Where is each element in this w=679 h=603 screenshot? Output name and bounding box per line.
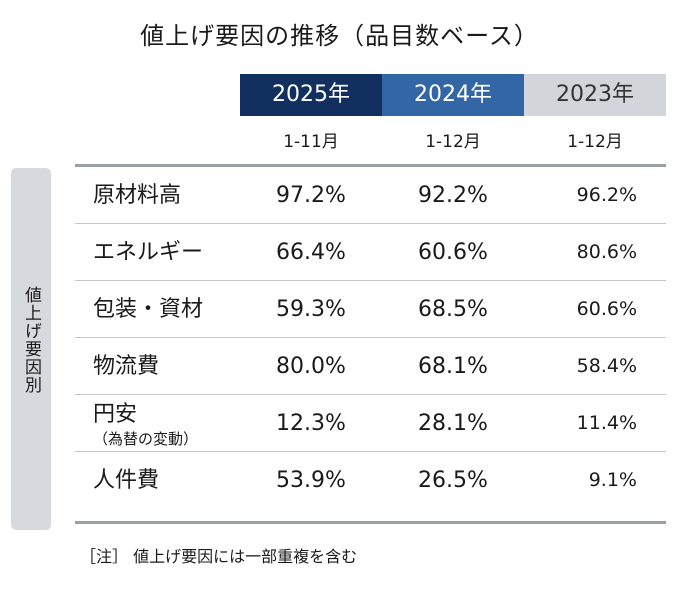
row-label-text: 包装・資材 [93,297,204,322]
year-header-2023: 2023年 [524,74,666,116]
row-label-text: 人件費 [93,468,160,493]
value-cell: 28.1% [418,411,488,436]
table-bottom-rule [75,521,666,524]
period-label-2024: 1-12月 [425,132,481,152]
footnote: ［注］ 値上げ要因には一部重複を含む [80,547,358,566]
value-cell: 68.5% [418,297,488,322]
table-row: 包装・資材 59.3% 68.5% 60.6% [75,281,666,338]
table-top-rule [75,164,666,167]
value-cell: 60.6% [576,298,637,320]
row-divider [75,337,666,338]
row-label: 包装・資材 [93,281,203,338]
year-header-2025: 2025年 [240,74,382,116]
value-cell: 53.9% [276,468,346,493]
table-row: 原材料高 97.2% 92.2% 96.2% [75,167,666,224]
side-label: 値上げ要因別 [21,286,41,394]
table-row: 円安 （為替の変動） 12.3% 28.1% 11.4% [75,395,666,452]
row-divider [75,451,666,452]
row-label-text: 円安 [93,402,138,427]
value-cell: 68.1% [418,354,488,379]
year-header-2024: 2024年 [382,74,524,116]
row-label-text: 物流費 [93,354,160,379]
period-label-2025: 1-11月 [283,132,339,152]
value-cell: 9.1% [588,469,637,491]
row-label: 物流費 [93,338,159,395]
value-cell: 60.6% [418,240,488,265]
value-cell: 80.6% [576,241,637,263]
value-cell: 97.2% [276,183,346,208]
row-divider [75,280,666,281]
value-cell: 26.5% [418,468,488,493]
row-label-text: エネルギー [93,240,204,265]
chart-title: 値上げ要因の推移（品目数ベース） [140,22,539,50]
table-row: 人件費 53.9% 26.5% 9.1% [75,452,666,509]
row-label: エネルギー [93,224,203,281]
value-cell: 66.4% [276,240,346,265]
row-divider [75,394,666,395]
value-cell: 80.0% [276,354,346,379]
table-row: 物流費 80.0% 68.1% 58.4% [75,338,666,395]
value-cell: 96.2% [576,184,637,206]
row-sublabel-text: （為替の変動） [93,430,199,448]
row-divider [75,223,666,224]
row-label: 人件費 [93,452,159,509]
side-label-box: 値上げ要因別 [11,168,51,530]
period-label-2023: 1-12月 [567,132,623,152]
value-cell: 59.3% [276,297,346,322]
value-cell: 58.4% [576,355,637,377]
row-label-text: 原材料高 [93,183,182,208]
value-cell: 11.4% [576,412,637,434]
row-label: 原材料高 [93,167,181,224]
value-cell: 92.2% [418,183,488,208]
table-row: エネルギー 66.4% 60.6% 80.6% [75,224,666,281]
value-cell: 12.3% [276,411,346,436]
row-label: 円安 （為替の変動） [93,401,198,458]
